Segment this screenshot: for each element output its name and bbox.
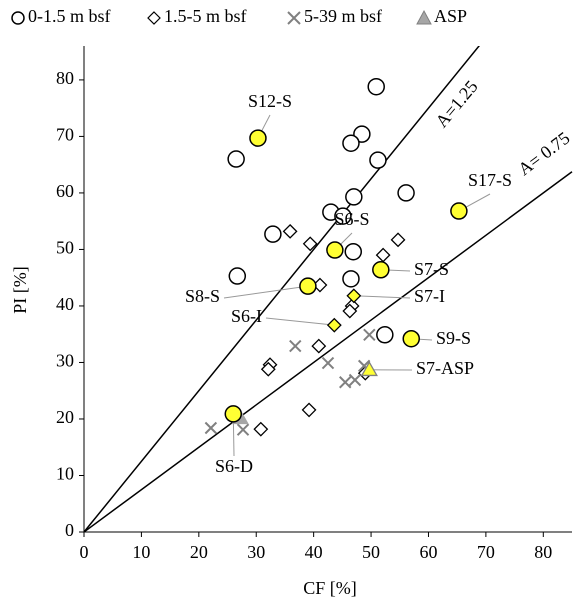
x-tick-label: 30: [247, 542, 265, 562]
y-tick-label: 10: [56, 464, 74, 484]
y-tick-label: 20: [56, 407, 74, 427]
point: [390, 232, 406, 248]
legend-item: 0-1.5 m bsf: [11, 6, 111, 26]
point: [402, 329, 420, 348]
point: [264, 225, 282, 243]
point: [367, 77, 385, 96]
x-tick-label: 0: [80, 542, 89, 562]
point: [334, 207, 352, 225]
point: [342, 270, 360, 288]
legend-label: 0-1.5 m bsf: [28, 6, 111, 26]
point-label: S7-S: [414, 259, 449, 279]
legend-item: 5-39 m bsf: [287, 6, 382, 26]
y-tick-label: 60: [56, 181, 74, 201]
point-label: S6-I: [231, 306, 262, 326]
point: [360, 361, 378, 377]
callout-line: [223, 285, 308, 299]
point: [450, 202, 468, 220]
x-axis-label: CF [%]: [303, 578, 357, 598]
y-axis-label: PI [%]: [10, 266, 30, 314]
point: [227, 150, 245, 168]
point: [342, 134, 360, 152]
x-tick-label: 70: [477, 542, 495, 562]
point: [369, 151, 387, 169]
y-tick-label: 30: [56, 351, 74, 371]
y-tick-label: 0: [65, 520, 74, 540]
legend-label: 5-39 m bsf: [304, 6, 382, 26]
legend-symbol: [287, 11, 301, 25]
legend-item: 1.5-5 m bsf: [147, 6, 247, 26]
point: [236, 423, 250, 436]
point: [346, 288, 362, 304]
point: [348, 373, 362, 387]
reference-line: [84, 171, 573, 532]
legend-symbol: [147, 11, 161, 25]
point-label: S9-S: [436, 328, 471, 348]
point-label: S6-D: [215, 456, 253, 476]
reference-line: [84, 46, 480, 532]
point: [302, 236, 318, 252]
y-tick-label: 80: [56, 68, 74, 88]
point-label: S12-S: [248, 91, 292, 111]
reference-label: A= 0.75: [514, 128, 573, 180]
point: [204, 421, 218, 435]
point-label: S7-ASP: [416, 358, 474, 378]
point: [345, 188, 363, 206]
point: [375, 247, 391, 263]
point: [372, 261, 390, 279]
y-tick-label: 50: [56, 238, 74, 258]
x-tick-label: 20: [190, 542, 208, 562]
point: [289, 339, 302, 353]
point: [321, 356, 335, 370]
point: [339, 376, 352, 389]
point: [253, 421, 269, 437]
point: [342, 303, 358, 319]
y-tick-label: 70: [56, 125, 74, 145]
point: [224, 405, 243, 423]
legend-label: ASP: [434, 6, 467, 26]
legend-label: 1.5-5 m bsf: [164, 6, 247, 26]
point: [301, 402, 317, 418]
point: [363, 328, 376, 341]
point-label: S6-S: [334, 209, 369, 229]
point: [299, 277, 317, 295]
point: [249, 129, 267, 147]
point-label: S17-S: [468, 170, 512, 190]
point: [228, 267, 247, 285]
reference-label: A=1.25: [431, 76, 481, 131]
point: [326, 317, 342, 333]
point: [311, 338, 327, 354]
point-label: S7-I: [414, 286, 445, 306]
point: [376, 326, 394, 344]
point: [282, 223, 298, 239]
x-tick-label: 60: [419, 542, 437, 562]
callout-line: [353, 295, 411, 299]
point: [326, 241, 344, 259]
point: [344, 242, 363, 261]
x-tick-label: 80: [534, 542, 552, 562]
callout-line: [265, 317, 335, 326]
x-tick-label: 10: [132, 542, 150, 562]
point-label: S8-S: [185, 286, 220, 306]
legend-symbol: [416, 9, 432, 25]
legend-symbol: [11, 11, 25, 25]
x-tick-label: 50: [362, 542, 380, 562]
point: [397, 184, 415, 202]
point: [260, 361, 276, 377]
x-tick-label: 40: [305, 542, 323, 562]
y-tick-label: 40: [56, 294, 74, 314]
legend-item: ASP: [416, 6, 467, 26]
